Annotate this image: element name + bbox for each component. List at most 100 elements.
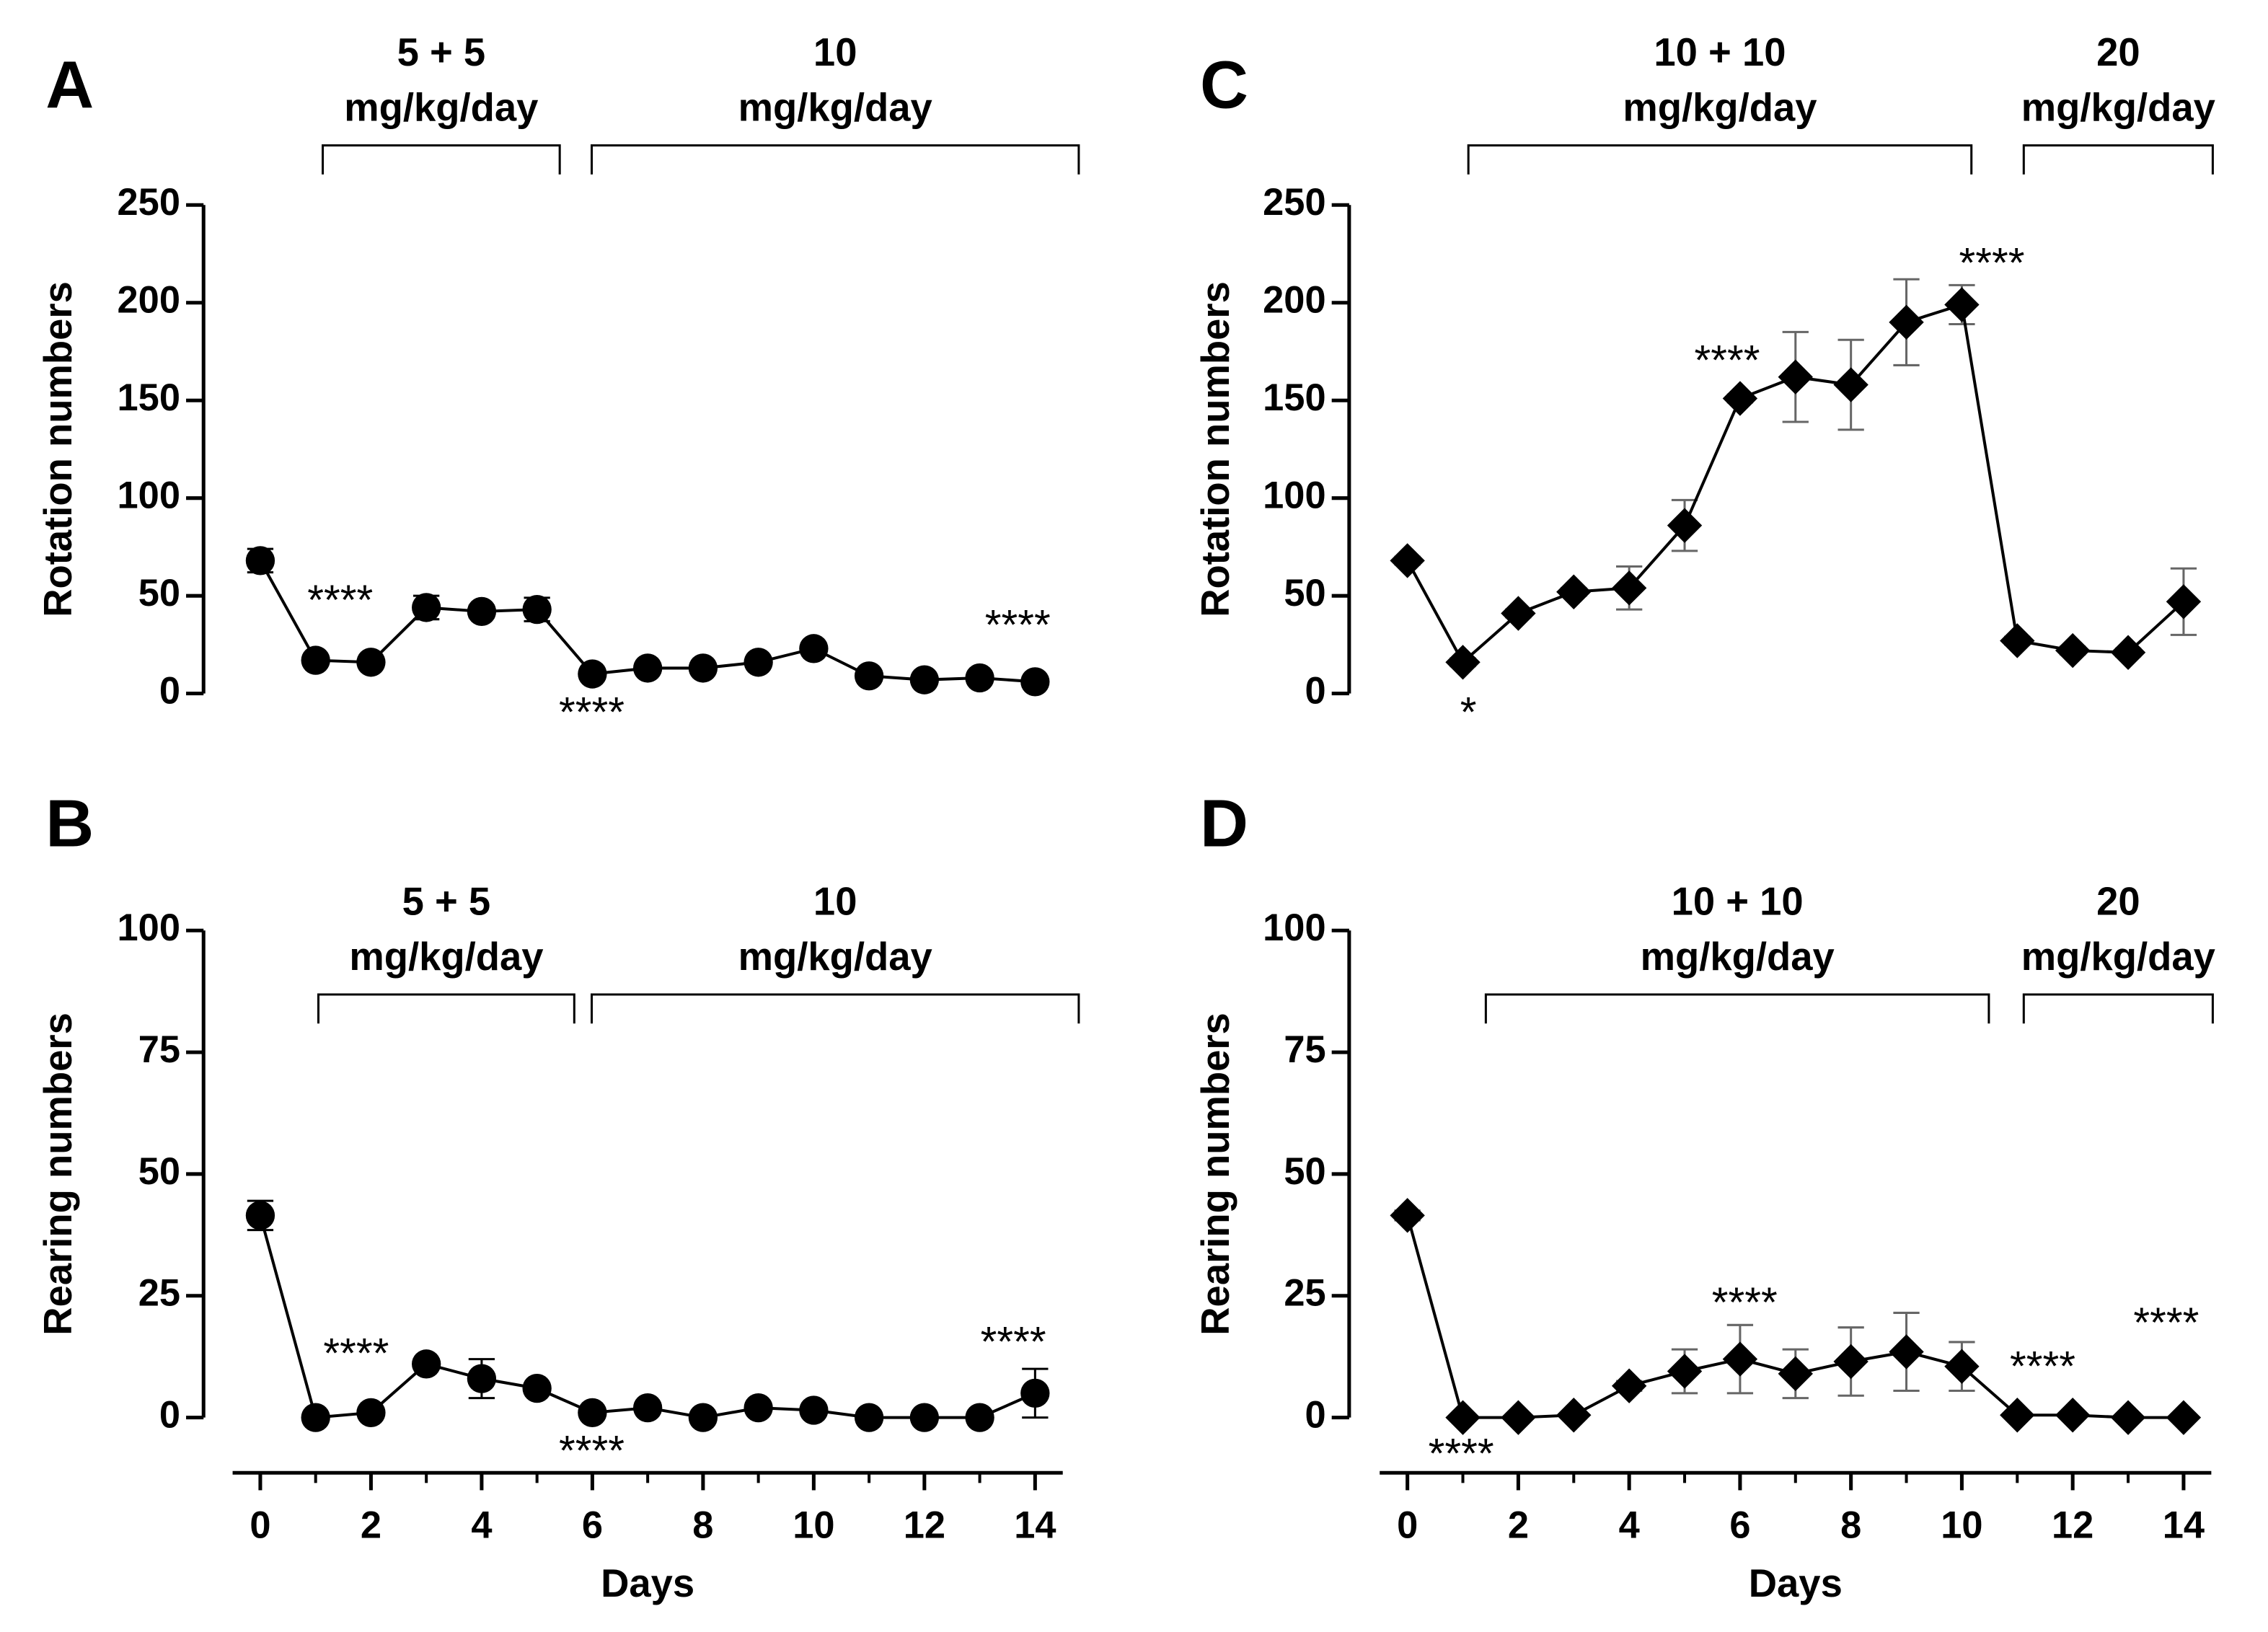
dose-label: mg/kg/day — [2021, 935, 2215, 979]
marker — [688, 653, 718, 683]
marker — [2055, 1398, 2091, 1433]
marker — [688, 1403, 718, 1432]
panel-label: D — [1200, 786, 1248, 861]
significance: **** — [2133, 1300, 2199, 1346]
y-tick-label: 250 — [1263, 182, 1325, 224]
y-tick-label: 25 — [138, 1273, 180, 1315]
y-tick-label: 100 — [118, 475, 180, 517]
marker — [356, 1398, 386, 1428]
marker — [965, 1403, 994, 1432]
marker — [1667, 1354, 1703, 1389]
dose-bracket — [1467, 144, 1973, 175]
significance: **** — [559, 689, 625, 736]
x-tick-label: 12 — [2052, 1505, 2093, 1547]
y-tick-label: 0 — [1305, 1394, 1325, 1436]
marker — [1611, 570, 1647, 606]
y-tick-label: 200 — [118, 280, 180, 322]
marker — [356, 648, 386, 677]
dose-bracket — [317, 993, 575, 1024]
y-tick-label: 100 — [1263, 907, 1325, 949]
y-tick-label: 0 — [159, 670, 180, 712]
dose-label: mg/kg/day — [2021, 86, 2215, 130]
y-axis-label: Rotation numbers — [1193, 281, 1237, 617]
marker — [522, 1373, 552, 1403]
marker — [909, 665, 940, 694]
y-tick-label: 50 — [138, 573, 180, 614]
x-tick-label: 4 — [471, 1505, 492, 1547]
marker — [854, 661, 884, 691]
y-tick-label: 50 — [1284, 1151, 1325, 1193]
marker — [744, 1393, 773, 1423]
marker — [467, 596, 497, 627]
x-tick-label: 6 — [1729, 1505, 1750, 1547]
significance: **** — [323, 1330, 389, 1377]
dose-label: mg/kg/day — [349, 935, 543, 979]
dose-label: 5 + 5 — [397, 30, 486, 74]
y-tick-label: 0 — [1305, 670, 1325, 712]
marker — [2110, 635, 2146, 670]
y-tick-label: 200 — [1263, 280, 1325, 322]
significance: **** — [1429, 1431, 1494, 1478]
marker — [1611, 1368, 1647, 1403]
panel-label: C — [1200, 47, 1248, 122]
marker — [301, 645, 330, 675]
panel-label: B — [45, 786, 94, 861]
x-tick-label: 6 — [582, 1505, 603, 1547]
marker — [2110, 1400, 2146, 1435]
marker — [2055, 632, 2091, 669]
dose-label: mg/kg/day — [738, 935, 932, 979]
y-tick-label: 150 — [1263, 377, 1325, 419]
marker — [1889, 304, 1924, 340]
marker — [522, 594, 552, 625]
significance: **** — [2010, 1344, 2075, 1390]
marker — [1944, 287, 1980, 322]
x-axis-label: Days — [1749, 1561, 1843, 1605]
dose-label: mg/kg/day — [1641, 935, 1835, 979]
panel-label: A — [45, 47, 94, 122]
marker — [854, 1403, 884, 1432]
y-axis-label: Rearing numbers — [1193, 1013, 1237, 1336]
x-tick-label: 14 — [1014, 1505, 1056, 1547]
x-tick-label: 2 — [1508, 1505, 1529, 1547]
marker — [467, 1364, 497, 1393]
x-tick-label: 0 — [1397, 1505, 1418, 1547]
marker — [412, 593, 441, 622]
y-tick-label: 75 — [138, 1029, 180, 1071]
y-tick-label: 100 — [118, 907, 180, 949]
y-axis-label: Rotation numbers — [36, 281, 80, 617]
dose-label: 10 — [813, 879, 857, 923]
dose-label: mg/kg/day — [1623, 86, 1817, 130]
significance: **** — [307, 577, 373, 624]
marker — [578, 1398, 607, 1428]
dose-bracket — [322, 144, 561, 175]
marker — [1778, 1356, 1813, 1392]
marker — [245, 1201, 275, 1230]
marker — [2166, 584, 2202, 619]
significance: * — [1460, 689, 1477, 736]
marker — [578, 659, 607, 689]
x-tick-label: 8 — [1840, 1505, 1861, 1547]
marker — [799, 634, 829, 663]
marker — [632, 1393, 663, 1423]
marker — [2000, 623, 2035, 658]
marker — [799, 1395, 829, 1425]
x-tick-label: 4 — [1619, 1505, 1640, 1547]
significance: **** — [985, 601, 1051, 648]
dose-label: 10 — [813, 30, 857, 74]
y-tick-label: 100 — [1263, 475, 1325, 517]
dose-label: mg/kg/day — [738, 86, 932, 130]
dose-bracket — [591, 993, 1080, 1024]
marker — [1445, 645, 1481, 680]
dose-label: 20 — [2096, 879, 2140, 923]
dose-bracket — [2022, 144, 2214, 175]
marker — [909, 1403, 940, 1432]
dose-label: 5 + 5 — [402, 879, 491, 923]
marker — [1445, 1400, 1481, 1435]
marker — [965, 663, 994, 693]
y-tick-label: 75 — [1284, 1029, 1325, 1071]
marker — [744, 648, 773, 677]
y-tick-label: 0 — [159, 1394, 180, 1436]
marker — [1501, 596, 1536, 631]
significance: **** — [1695, 337, 1760, 384]
